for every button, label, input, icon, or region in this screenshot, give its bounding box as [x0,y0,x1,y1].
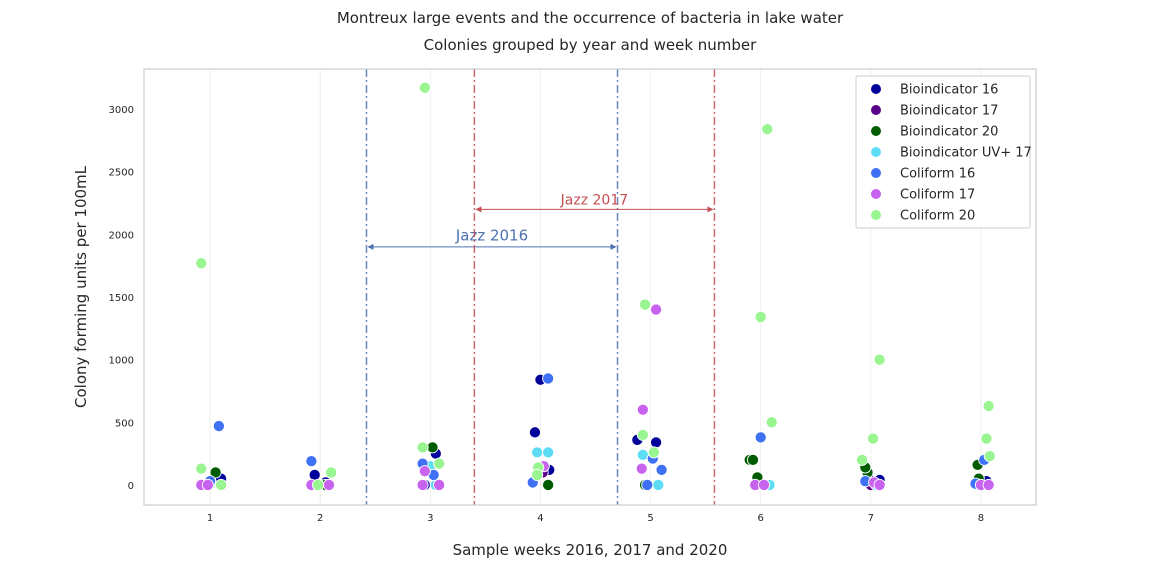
data-point [855,453,869,466]
legend-box [855,75,1031,229]
legend-label: Bioindicator 16 [900,83,998,98]
data-point [639,298,652,311]
data-point [531,446,544,459]
event-label: Jazz 2017 [560,192,628,208]
grid-layer [209,69,982,505]
data-point [416,441,429,454]
data-point [433,457,446,470]
legend-label: Coliform 17 [900,188,975,203]
data-point [215,478,228,492]
data-point [418,81,431,94]
legend-marker [871,189,881,199]
data-point [325,466,338,479]
data-point [305,455,318,468]
data-point [983,450,996,463]
legend-marker [871,84,881,94]
y-tick-label: 2000 [109,230,134,241]
data-point [652,478,665,492]
event-lines: Jazz 2016 Jazz 2017 [365,69,716,505]
legend-label: Bioindicator UV+ 17 [900,146,1032,161]
data-point [212,420,225,433]
data-point [209,466,222,479]
data-point [418,465,431,478]
data-point [754,431,767,444]
legend-marker [871,105,881,115]
x-tick-label: 8 [978,513,984,524]
data-point [636,428,649,441]
data-point [655,463,668,476]
data-point [531,468,544,481]
data-point [873,478,886,492]
data-point [873,353,886,366]
data-point [761,123,774,136]
event-label: Jazz 2016 [455,227,528,245]
legend-label: Bioindicator 20 [900,125,998,140]
x-tick-label: 1 [207,513,213,524]
x-tick-label: 7 [868,513,874,524]
data-point [636,403,649,416]
data-point [765,416,778,429]
data-point [542,372,555,385]
arrowhead-right [610,243,617,250]
x-tick-label: 5 [647,513,653,524]
data-point [754,311,767,324]
legend: Bioindicator 16 Bioindicator 17 Bioindicat… [855,75,1032,229]
data-point [982,399,995,413]
data-point [980,432,993,445]
data-point [542,446,555,459]
data-point [433,478,446,492]
x-tick-label: 6 [758,513,764,524]
arrowhead-right [707,206,714,213]
chart-subtitle: Colonies grouped by year and week number [423,36,757,54]
y-tick-label: 2500 [109,168,134,179]
y-tick-label: 3000 [109,105,134,116]
data-point [195,257,208,270]
y-axis-label: Colony forming units per 100mL [72,165,90,408]
data-point [746,453,760,466]
axis-ticks: 1 2 3 4 5 6 7 8 0 500 1000 1500 2000 2500 3000 [109,105,985,524]
y-tick-label: 0 [128,481,134,492]
data-point [322,478,336,492]
data-point [650,303,663,316]
plot-frame [143,68,1037,506]
data-point [311,478,325,492]
legend-marker [871,210,881,220]
y-tick-label: 500 [115,418,134,429]
legend-marker [871,147,881,157]
arrowhead-left [367,243,374,250]
x-axis-label: Sample weeks 2016, 2017 and 2020 [453,541,728,559]
data-points [195,81,996,492]
x-tick-label: 3 [427,513,433,524]
data-point [641,478,654,492]
data-point [866,432,880,445]
legend-marker [871,168,881,178]
chart-title: Montreux large events and the occurrence… [336,9,844,27]
data-point [528,426,541,439]
data-point [308,468,321,481]
data-point [757,478,771,492]
y-tick-label: 1000 [109,356,134,367]
data-point [416,478,429,492]
data-point [647,446,660,459]
arrowhead-left [475,206,482,213]
data-point [982,478,995,492]
x-tick-label: 2 [317,513,323,524]
legend-label: Bioindicator 17 [900,104,998,119]
legend-marker [871,126,881,136]
data-point [195,462,208,475]
legend-label: Coliform 16 [900,167,975,182]
data-point [635,462,648,475]
x-tick-label: 4 [537,513,543,524]
data-point [201,478,214,492]
y-tick-label: 1500 [109,293,134,304]
data-point [542,478,555,492]
data-point [650,436,663,449]
legend-label: Coliform 20 [900,209,975,224]
